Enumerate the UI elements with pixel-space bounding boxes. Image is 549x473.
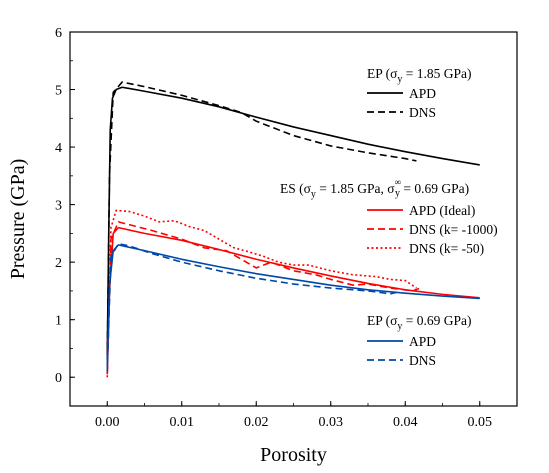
legend-entry-label: APD <box>409 86 436 101</box>
y-tick-label: 5 <box>55 84 62 99</box>
legend-entry-label: DNS (k= -50) <box>409 241 484 256</box>
y-tick-label: 2 <box>55 256 62 271</box>
y-tick-label: 1 <box>55 314 62 329</box>
series-line-apd-ideal <box>106 226 480 372</box>
x-axis-title: Porosity <box>260 444 327 466</box>
series-line-dns-k-1000 <box>106 221 421 375</box>
series-layer <box>106 81 480 378</box>
legend-group-heading: ES (σy = 1.85 GPa, σ∞ y = 0.69 GPa) <box>280 177 469 200</box>
plot-frame <box>69 31 518 407</box>
x-tick-label: 0.05 <box>468 415 493 430</box>
y-axis: 0 1 2 3 4 5 6 <box>55 26 75 386</box>
legend-entry-label: DNS (k= -1000) <box>409 222 498 237</box>
y-tick-label: 3 <box>55 199 62 214</box>
legend-entry-label: DNS <box>409 353 436 368</box>
legend-entry-label: APD <box>409 334 436 349</box>
y-axis-title: Pressure (GPa) <box>7 159 29 280</box>
x-axis: 0.00 0.01 0.02 0.03 0.04 0.05 <box>95 401 492 430</box>
x-tick-label: 0.00 <box>95 415 120 430</box>
y-tick-label: 6 <box>55 26 62 41</box>
series-line-dns-k-50 <box>106 209 417 378</box>
y-tick-label: 0 <box>55 371 62 386</box>
legend-group-heading: EP (σy = 1.85 GPa) <box>367 66 472 85</box>
x-tick-label: 0.03 <box>319 415 344 430</box>
legend-entry-label: APD (Ideal) <box>409 203 475 218</box>
x-tick-label: 0.01 <box>170 415 195 430</box>
y-tick-label: 4 <box>55 141 62 156</box>
x-tick-label: 0.02 <box>244 415 269 430</box>
series-line-apd <box>106 86 480 355</box>
legend-group-heading: EP (σy = 0.69 GPa) <box>367 313 472 332</box>
x-tick-label: 0.04 <box>393 415 418 430</box>
series-line-dns <box>106 81 417 360</box>
legend-entry-label: DNS <box>409 105 436 120</box>
series-line-dns <box>106 242 398 372</box>
